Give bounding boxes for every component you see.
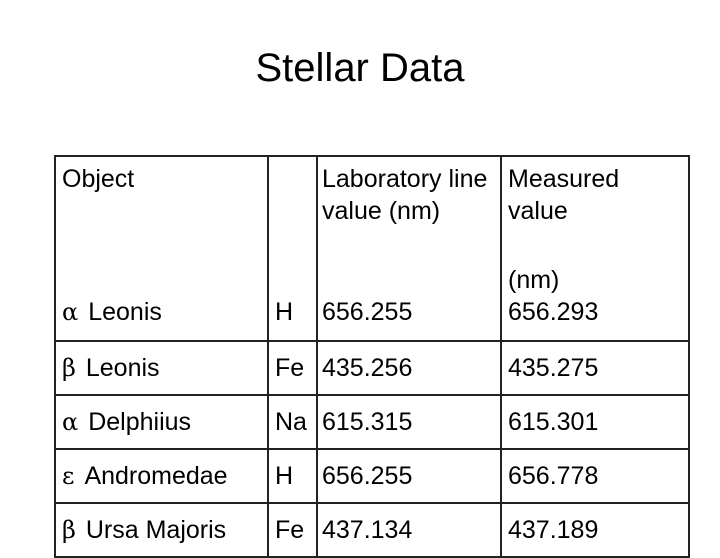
element-cell: Fe [268, 502, 318, 558]
greek-symbol: β [62, 516, 76, 544]
table-row: α Delphiius Na 615.315 615.301 [54, 394, 690, 450]
greek-symbol: α [62, 408, 79, 436]
object-cell: α Delphiius [54, 394, 269, 450]
header-element [268, 155, 318, 278]
greek-symbol: α [62, 298, 79, 326]
object-name: Leonis [85, 354, 160, 382]
lab-value-cell: 656.255 [317, 448, 501, 504]
measured-value-cell: (nm) 656.293 [500, 266, 690, 342]
lab-value-cell: 615.315 [317, 394, 501, 450]
table-row: β Ursa Majoris Fe 437.134 437.189 [54, 502, 690, 558]
greek-symbol: β [62, 354, 76, 382]
header-object: Object [54, 155, 269, 278]
lab-value-cell: 437.134 [317, 502, 501, 558]
measured-unit: (nm) [508, 266, 560, 294]
object-cell: β Ursa Majoris [54, 502, 269, 558]
table-row: ε Andromedae H 656.255 656.778 [54, 448, 690, 504]
element-cell: Na [268, 394, 318, 450]
stellar-data-table: Object Laboratory line value (nm) Measur… [54, 155, 690, 558]
table-row: α Leonis H 656.255 (nm) 656.293 [54, 266, 690, 342]
object-name: Ursa Majoris [85, 516, 227, 544]
object-name: Delphiius [88, 408, 192, 436]
measured-value-cell: 435.275 [500, 340, 690, 396]
element-cell: H [268, 278, 318, 342]
object-cell: α Leonis [54, 278, 269, 342]
greek-symbol: ε [62, 462, 75, 490]
header-laboratory: Laboratory line value (nm) [317, 155, 501, 278]
header-measured-text: Measured value [508, 165, 620, 225]
element-cell: Fe [268, 340, 318, 396]
header-row: Object Laboratory line value (nm) Measur… [54, 155, 690, 278]
header-measured: Measured value [500, 155, 690, 278]
measured-value-cell: 615.301 [500, 394, 690, 450]
lab-value-cell: 656.255 [317, 278, 501, 342]
lab-value-cell: 435.256 [317, 340, 501, 396]
table-row: β Leonis Fe 435.256 435.275 [54, 340, 690, 396]
header-laboratory-text: Laboratory line value (nm) [322, 165, 488, 225]
object-name: Andromedae [84, 462, 228, 490]
object-cell: ε Andromedae [54, 448, 269, 504]
slide-title: Stellar Data [255, 46, 465, 90]
object-name: Leonis [88, 298, 162, 326]
measured-value-cell: 437.189 [500, 502, 690, 558]
measured-value-cell: 656.778 [500, 448, 690, 504]
measured-value: 656.293 [508, 298, 599, 326]
element-cell: H [268, 448, 318, 504]
object-cell: β Leonis [54, 340, 269, 396]
